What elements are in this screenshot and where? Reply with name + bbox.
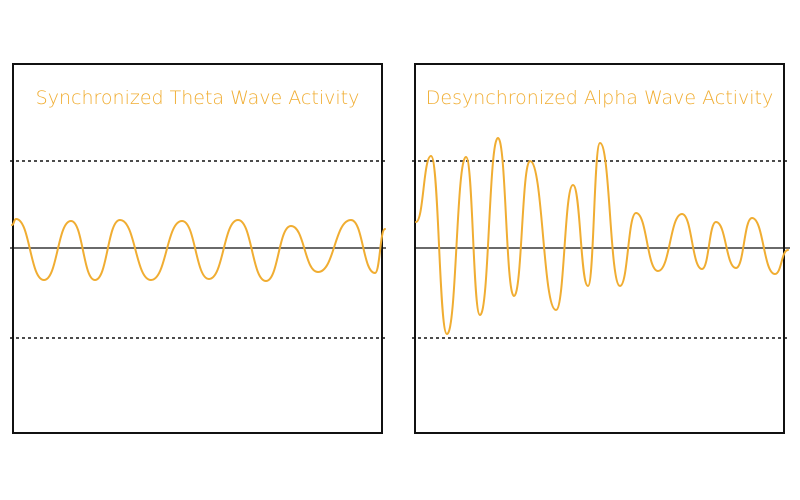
desynchronized-panel-title: Desynchronized Alpha Wave Activity (425, 87, 774, 109)
alpha-wave (415, 137, 789, 335)
synchronized-panel-title: Synchronized Theta Wave Activity (35, 87, 360, 109)
theta-wave (11, 218, 386, 282)
